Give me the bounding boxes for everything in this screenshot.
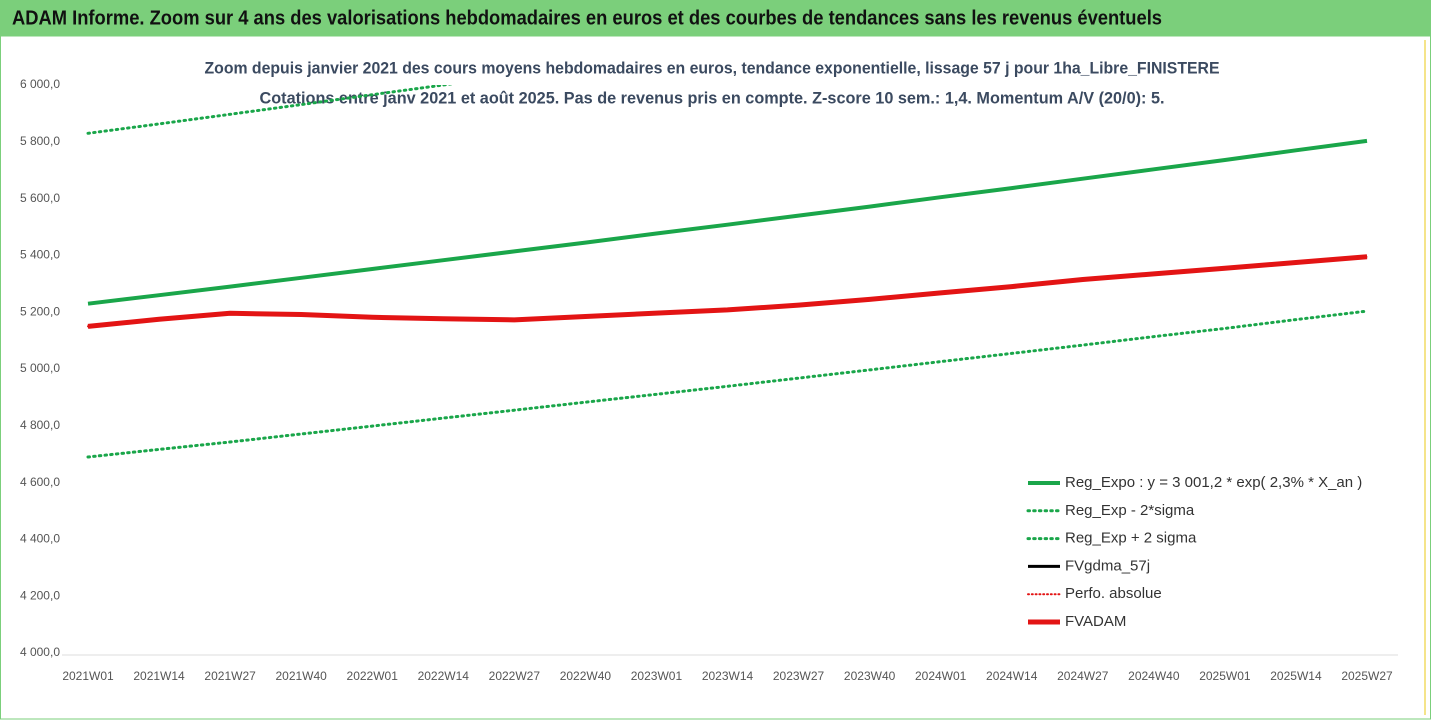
x-tick-label: 2022W40 [560, 669, 612, 683]
x-tick-label: 2023W40 [844, 669, 896, 683]
subtitle: Zoom depuis janvier 2021 des cours moyen… [205, 58, 1220, 77]
series-line [86, 85, 455, 135]
chart-title: ADAM Informe. Zoom sur 4 ans des valoris… [12, 7, 1162, 29]
x-tick-label: 2022W27 [489, 669, 541, 683]
y-tick-label: 4 400,0 [20, 532, 60, 546]
x-tick-label: 2025W27 [1341, 669, 1393, 683]
x-tick-label: 2021W01 [62, 669, 114, 683]
legend-label: FVgdma_57j [1065, 557, 1150, 574]
y-tick-label: 5 200,0 [20, 304, 60, 318]
subtitle: Cotations entre janv 2021 et août 2025. … [260, 88, 1165, 107]
x-tick-label: 2022W01 [347, 669, 399, 683]
x-tick-label: 2025W14 [1270, 669, 1322, 683]
x-tick-label: 2021W14 [133, 669, 185, 683]
y-tick-label: 5 000,0 [20, 361, 60, 375]
x-tick-label: 2023W14 [702, 669, 754, 683]
legend-label: Reg_Exp - 2*sigma [1065, 502, 1195, 519]
x-tick-label: 2021W40 [275, 669, 327, 683]
x-tick-label: 2024W40 [1128, 669, 1180, 683]
x-tick-label: 2023W01 [631, 669, 683, 683]
y-tick-label: 6 000,0 [20, 77, 60, 91]
x-tick-label: 2021W27 [204, 669, 256, 683]
frame [0, 35, 1431, 720]
series-line [86, 309, 1369, 459]
x-tick-label: 2023W27 [773, 669, 825, 683]
y-tick-label: 5 400,0 [20, 248, 60, 262]
y-tick-label: 4 200,0 [20, 588, 60, 602]
x-tick-label: 2024W01 [915, 669, 967, 683]
x-tick-label: 2024W27 [1057, 669, 1109, 683]
series-line [87, 138, 1368, 306]
series-line [87, 254, 1368, 329]
x-tick-label: 2024W14 [986, 669, 1038, 683]
y-tick-label: 5 800,0 [20, 134, 60, 148]
header-bar [0, 0, 1431, 36]
legend-label: Reg_Exp + 2 sigma [1065, 530, 1197, 547]
y-tick-label: 5 600,0 [20, 191, 60, 205]
legend-label: Perfo. absolue [1065, 585, 1162, 602]
y-tick-label: 4 600,0 [20, 475, 60, 489]
legend-label: Reg_Expo : y = 3 001,2 * exp( 2,3% * X_a… [1065, 474, 1362, 491]
legend-label: FVADAM [1065, 613, 1126, 630]
y-tick-label: 4 000,0 [20, 645, 60, 659]
x-tick-label: 2025W01 [1199, 669, 1251, 683]
plot-area [86, 85, 1369, 459]
x-tick-label: 2022W14 [418, 669, 470, 683]
y-tick-label: 4 800,0 [20, 418, 60, 432]
